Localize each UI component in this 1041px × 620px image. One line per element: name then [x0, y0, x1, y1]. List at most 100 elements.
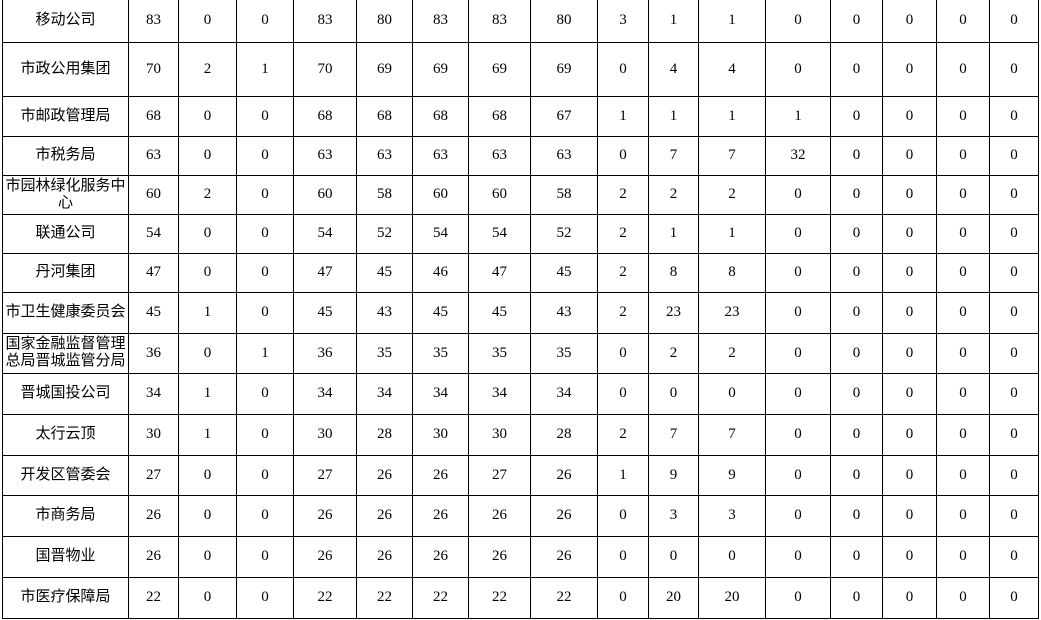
- count-cell: 0: [236, 252, 294, 293]
- count-cell: 1: [597, 95, 649, 137]
- count-cell: 63: [468, 135, 531, 176]
- count-cell: 0: [765, 213, 831, 254]
- count-cell: 80: [356, 0, 413, 43]
- count-cell: 0: [989, 135, 1039, 176]
- count-cell: 0: [765, 332, 831, 374]
- count-cell: 1: [178, 372, 237, 415]
- count-cell: 20: [698, 576, 766, 619]
- count-cell: 7: [698, 413, 766, 456]
- count-cell: 0: [236, 454, 294, 496]
- count-cell: 63: [530, 135, 598, 176]
- table-row: 市医疗保障局 22 0 0 22 22 22 22 22 0 20 20 0 0 0 0 0: [2, 576, 1039, 619]
- count-cell: 0: [236, 95, 294, 137]
- count-cell: 43: [530, 291, 598, 334]
- count-cell: 68: [412, 95, 469, 137]
- count-cell: 0: [882, 174, 937, 215]
- count-cell: 26: [356, 454, 413, 496]
- count-cell: 0: [882, 41, 937, 97]
- unit-name: 国家金融监督管理总局晋城监管分局: [2, 332, 129, 374]
- count-cell: 0: [765, 494, 831, 537]
- count-cell: 26: [412, 535, 469, 578]
- count-cell: 69: [530, 41, 598, 97]
- count-cell: 0: [936, 135, 990, 176]
- count-cell: 7: [648, 135, 699, 176]
- count-cell: 0: [882, 0, 937, 43]
- count-cell: 2: [597, 174, 649, 215]
- count-cell: 0: [236, 372, 294, 415]
- count-cell: 68: [293, 95, 357, 137]
- table-row: 市邮政管理局 68 0 0 68 68 68 68 67 1 1 1 1 0 0 0 0: [2, 95, 1039, 137]
- count-cell: 60: [412, 174, 469, 215]
- count-cell: 0: [882, 252, 937, 293]
- count-cell: 69: [468, 41, 531, 97]
- count-cell: 52: [356, 213, 413, 254]
- count-cell: 0: [830, 213, 883, 254]
- count-cell: 0: [882, 454, 937, 496]
- count-cell: 0: [597, 576, 649, 619]
- count-cell: 54: [293, 213, 357, 254]
- count-cell: 0: [936, 454, 990, 496]
- count-cell: 9: [698, 454, 766, 496]
- count-cell: 45: [468, 291, 531, 334]
- count-cell: 45: [128, 291, 179, 334]
- count-cell: 0: [765, 291, 831, 334]
- count-cell: 70: [293, 41, 357, 97]
- count-cell: 3: [698, 494, 766, 537]
- count-cell: 0: [597, 535, 649, 578]
- count-cell: 3: [648, 494, 699, 537]
- count-cell: 2: [698, 174, 766, 215]
- count-cell: 0: [936, 213, 990, 254]
- count-cell: 0: [698, 535, 766, 578]
- count-cell: 0: [936, 332, 990, 374]
- count-cell: 26: [356, 494, 413, 537]
- count-cell: 2: [597, 291, 649, 334]
- count-cell: 0: [765, 372, 831, 415]
- count-cell: 32: [765, 135, 831, 176]
- count-cell: 0: [989, 213, 1039, 254]
- count-cell: 2: [597, 252, 649, 293]
- count-cell: 0: [178, 454, 237, 496]
- unit-name: 市税务局: [2, 135, 129, 176]
- table-row: 开发区管委会 27 0 0 27 26 26 27 26 1 9 9 0 0 0 0 0: [2, 454, 1039, 496]
- count-cell: 45: [530, 252, 598, 293]
- count-cell: 0: [830, 576, 883, 619]
- count-cell: 46: [412, 252, 469, 293]
- count-cell: 26: [293, 535, 357, 578]
- count-cell: 0: [178, 494, 237, 537]
- count-cell: 0: [236, 535, 294, 578]
- count-cell: 0: [882, 372, 937, 415]
- count-cell: 0: [236, 291, 294, 334]
- count-cell: 1: [178, 413, 237, 456]
- table-row: 移动公司 83 0 0 83 80 83 83 80 3 1 1 0 0 0 0 0: [2, 0, 1039, 43]
- count-cell: 69: [356, 41, 413, 97]
- count-cell: 3: [597, 0, 649, 43]
- count-cell: 22: [412, 576, 469, 619]
- count-cell: 0: [765, 535, 831, 578]
- count-cell: 0: [830, 0, 883, 43]
- count-cell: 35: [530, 332, 598, 374]
- count-cell: 0: [936, 95, 990, 137]
- count-cell: 0: [830, 494, 883, 537]
- count-cell: 0: [765, 252, 831, 293]
- count-cell: 0: [830, 413, 883, 456]
- count-cell: 28: [530, 413, 598, 456]
- unit-name: 市医疗保障局: [2, 576, 129, 619]
- count-cell: 35: [356, 332, 413, 374]
- count-cell: 0: [597, 41, 649, 97]
- count-cell: 0: [765, 0, 831, 43]
- count-cell: 0: [882, 576, 937, 619]
- count-cell: 0: [830, 332, 883, 374]
- count-cell: 0: [830, 372, 883, 415]
- count-cell: 34: [356, 372, 413, 415]
- unit-name: 市卫生健康委员会: [2, 291, 129, 334]
- count-cell: 0: [830, 41, 883, 97]
- count-cell: 60: [293, 174, 357, 215]
- count-cell: 0: [882, 135, 937, 176]
- count-cell: 30: [468, 413, 531, 456]
- count-cell: 2: [648, 174, 699, 215]
- count-cell: 0: [830, 454, 883, 496]
- count-cell: 1: [648, 0, 699, 43]
- count-cell: 1: [765, 95, 831, 137]
- count-cell: 54: [412, 213, 469, 254]
